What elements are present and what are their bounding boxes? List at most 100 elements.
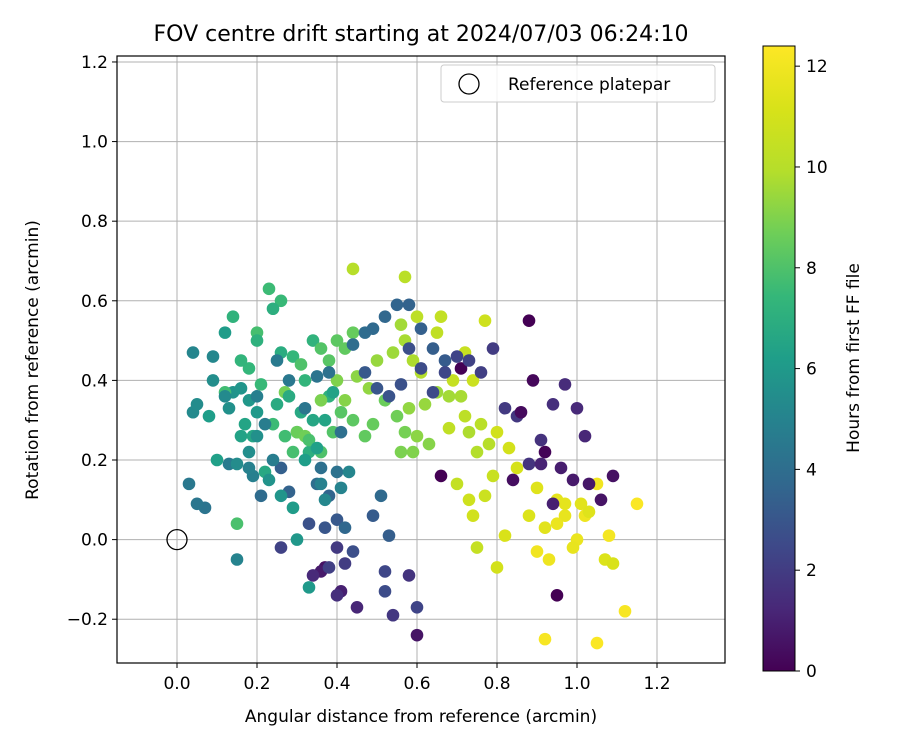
data-point bbox=[558, 509, 572, 523]
data-point bbox=[346, 326, 360, 339]
data-point bbox=[570, 401, 584, 415]
data-point bbox=[330, 374, 344, 387]
data-point bbox=[546, 397, 560, 411]
data-point bbox=[386, 608, 400, 622]
data-point bbox=[310, 441, 324, 455]
data-point bbox=[310, 370, 324, 383]
data-point bbox=[190, 497, 204, 511]
data-point bbox=[226, 310, 240, 324]
data-point bbox=[318, 493, 332, 507]
data-point bbox=[502, 441, 516, 455]
data-point bbox=[230, 517, 244, 530]
data-point bbox=[342, 465, 356, 479]
data-point bbox=[538, 445, 552, 459]
y-tick-label: 0.4 bbox=[81, 371, 108, 391]
data-point bbox=[450, 477, 464, 491]
data-point bbox=[542, 553, 556, 566]
colorbar-label: Hours from first FF file bbox=[844, 263, 864, 453]
data-point bbox=[330, 589, 344, 602]
data-point bbox=[282, 390, 296, 403]
data-point bbox=[306, 334, 320, 347]
data-point bbox=[398, 425, 412, 439]
data-point bbox=[322, 561, 336, 574]
data-point bbox=[254, 378, 268, 391]
data-point bbox=[630, 497, 644, 511]
data-point bbox=[394, 318, 408, 331]
data-point bbox=[438, 354, 452, 367]
data-point bbox=[274, 489, 288, 503]
data-point bbox=[218, 390, 232, 403]
data-point bbox=[530, 481, 544, 495]
data-point bbox=[590, 636, 604, 650]
data-point bbox=[554, 461, 568, 475]
data-point bbox=[574, 497, 588, 511]
data-point bbox=[274, 294, 288, 308]
data-point bbox=[462, 493, 476, 507]
data-point bbox=[234, 382, 248, 395]
data-point bbox=[486, 469, 500, 483]
data-point bbox=[330, 513, 344, 527]
data-point bbox=[250, 390, 264, 403]
legend: Reference platepar bbox=[440, 64, 716, 103]
data-point bbox=[366, 322, 380, 335]
colorbar-tick-label: 10 bbox=[806, 158, 828, 178]
data-point bbox=[242, 362, 256, 375]
data-point bbox=[306, 413, 320, 427]
colorbar-tick-label: 2 bbox=[806, 561, 817, 581]
data-point bbox=[510, 461, 524, 475]
data-point bbox=[322, 366, 336, 379]
data-point bbox=[522, 509, 536, 523]
data-point bbox=[314, 393, 328, 407]
data-point bbox=[338, 393, 352, 407]
data-point bbox=[338, 557, 352, 570]
y-tick-label: 0.6 bbox=[81, 292, 108, 312]
data-point bbox=[286, 350, 300, 363]
data-point bbox=[522, 457, 536, 471]
data-point bbox=[294, 358, 308, 371]
legend-label: Reference platepar bbox=[508, 75, 670, 95]
data-point bbox=[302, 517, 316, 530]
y-tick-label: 0.0 bbox=[81, 531, 108, 551]
data-point bbox=[506, 473, 520, 487]
data-point bbox=[578, 429, 592, 443]
data-point bbox=[262, 282, 276, 296]
data-point bbox=[266, 453, 280, 467]
data-point bbox=[398, 270, 412, 284]
legend-box bbox=[440, 64, 716, 103]
data-point bbox=[230, 553, 244, 566]
data-point bbox=[454, 390, 468, 403]
data-points bbox=[182, 262, 644, 650]
data-point bbox=[470, 445, 484, 459]
data-point bbox=[498, 401, 512, 415]
y-axis-label: Rotation from reference (arcmin) bbox=[23, 220, 43, 500]
data-point bbox=[302, 433, 316, 447]
data-point bbox=[594, 493, 608, 507]
data-point bbox=[330, 465, 344, 479]
data-point bbox=[402, 569, 416, 582]
data-point bbox=[202, 409, 216, 423]
data-point bbox=[250, 405, 264, 419]
data-point bbox=[234, 429, 248, 443]
data-point bbox=[206, 374, 220, 387]
legend-reference-marker bbox=[458, 73, 480, 95]
reference-marker bbox=[166, 528, 188, 551]
data-point bbox=[394, 378, 408, 391]
data-point bbox=[558, 497, 572, 511]
data-point bbox=[286, 501, 300, 515]
colorbar bbox=[762, 45, 796, 672]
data-point bbox=[618, 604, 632, 618]
x-tick-label: 0.4 bbox=[323, 674, 350, 694]
data-point bbox=[474, 417, 488, 431]
x-tick-label: 0.0 bbox=[163, 674, 190, 694]
data-point bbox=[434, 310, 448, 324]
data-point bbox=[358, 366, 372, 379]
data-point bbox=[470, 541, 484, 554]
data-point bbox=[546, 497, 560, 511]
data-point bbox=[334, 425, 348, 439]
data-point bbox=[582, 505, 596, 519]
colorbar-tick-label: 4 bbox=[806, 460, 817, 480]
data-point bbox=[462, 425, 476, 439]
data-point bbox=[558, 378, 572, 391]
data-point bbox=[346, 338, 360, 351]
